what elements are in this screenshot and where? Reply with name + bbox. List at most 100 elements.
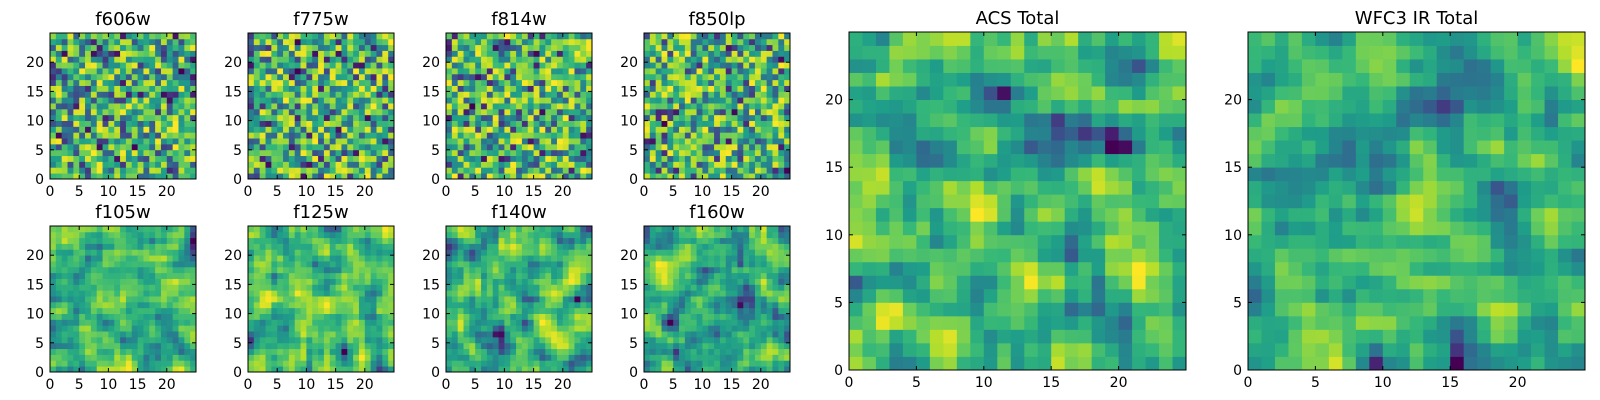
heatmap-cell [55,73,63,81]
heatmap-cell [178,272,185,279]
heatmap-cell [253,272,261,279]
heatmap-cell [178,261,185,268]
heatmap-cell [475,354,482,361]
heatmap-cell [318,114,325,121]
heatmap-cell [684,342,692,350]
heatmap-cell [143,114,150,121]
heatmap-cell [568,126,575,133]
heatmap-cell [358,231,366,239]
heatmap-cell [248,313,255,320]
heatmap-cell [376,73,383,81]
heatmap-cell [492,243,499,250]
heatmap-cell [283,261,290,268]
heatmap-cell [120,255,127,262]
heatmap-cell [696,108,703,116]
heatmap-cell [73,108,80,116]
heatmap-cell [743,366,750,373]
heatmap-cell [388,103,395,110]
heatmap-cell [527,366,534,373]
heatmap-cell [300,103,307,110]
heatmap-cell [102,44,109,51]
heatmap-cell [551,360,558,367]
heatmap-cell [79,68,86,75]
heatmap-cell [731,114,738,121]
heatmap-cell [521,143,529,151]
heatmap-cell [125,149,133,157]
heatmap-cell [137,284,144,291]
heatmap-cell [649,360,657,367]
heatmap-cell [376,301,383,309]
heatmap-cell [358,296,366,303]
heatmap-cell [253,255,261,262]
heatmap-cell [120,348,127,355]
heatmap-cell [90,149,98,157]
heatmap-cell [125,319,133,326]
heatmap-cell [382,342,389,350]
heatmap-cell [283,331,290,338]
heatmap-cell [754,68,762,75]
heatmap-cell [382,296,389,303]
heatmap-cell [184,114,191,121]
heatmap-cell [335,50,342,57]
heatmap-cell [754,342,762,350]
heatmap-cell [568,296,575,303]
heatmap-cell [155,354,162,361]
heatmap-cell [551,62,558,69]
heatmap-cell [784,296,791,303]
heatmap-cell [673,73,680,81]
heatmap-cell [644,354,651,361]
heatmap-cell [545,79,552,86]
heatmap-cell [120,33,127,40]
x-tick-label: 0 [640,184,649,200]
heatmap-cell [784,50,791,57]
heatmap-cell [125,249,133,256]
heatmap-cell [283,161,290,168]
heatmap-cell [341,155,348,162]
heatmap-cell [178,126,185,133]
heatmap-cell [521,173,529,180]
heatmap-cell [714,108,721,116]
heatmap-cell [248,56,255,63]
heatmap-cell [463,249,470,256]
heatmap-cell [725,278,732,285]
heatmap-cell [370,108,377,116]
heatmap-cell [190,348,197,355]
heatmap-cell [184,243,191,250]
heatmap-cell [580,33,587,40]
heatmap-cell [504,307,511,314]
heatmap-cell [743,167,750,174]
heatmap-cell [190,261,197,268]
heatmap-cell [784,62,791,69]
heatmap-cell [178,313,185,320]
heatmap-cell [446,33,453,40]
heatmap-cell [492,290,499,297]
heatmap-cell [300,97,307,104]
heatmap-cell [155,73,162,81]
heatmap-cell [96,85,103,92]
heatmap-cell [108,284,115,291]
heatmap-cell [539,103,546,110]
heatmap-cell [370,237,377,244]
heatmap-cell [649,336,657,344]
heatmap-cell [469,342,476,350]
heatmap-cell [562,143,570,151]
heatmap-cell [388,173,395,180]
heatmap-cell [114,272,121,279]
heatmap-cell [388,255,395,262]
heatmap-cell [772,120,779,127]
heatmap-cell [85,167,92,174]
heatmap-cell [719,79,727,86]
heatmap-cell [143,231,150,239]
heatmap-cell [772,97,779,104]
heatmap-cell [370,149,377,157]
heatmap-cell [649,132,657,139]
heatmap-cell [772,296,779,303]
heatmap-cell [55,342,63,350]
heatmap-cell [67,38,74,46]
heatmap-cell [457,85,464,92]
heatmap-cell [160,91,168,98]
heatmap-cell [382,290,389,297]
heatmap-cell [521,249,529,256]
heatmap-cell [481,261,488,268]
heatmap-cell [649,120,657,127]
